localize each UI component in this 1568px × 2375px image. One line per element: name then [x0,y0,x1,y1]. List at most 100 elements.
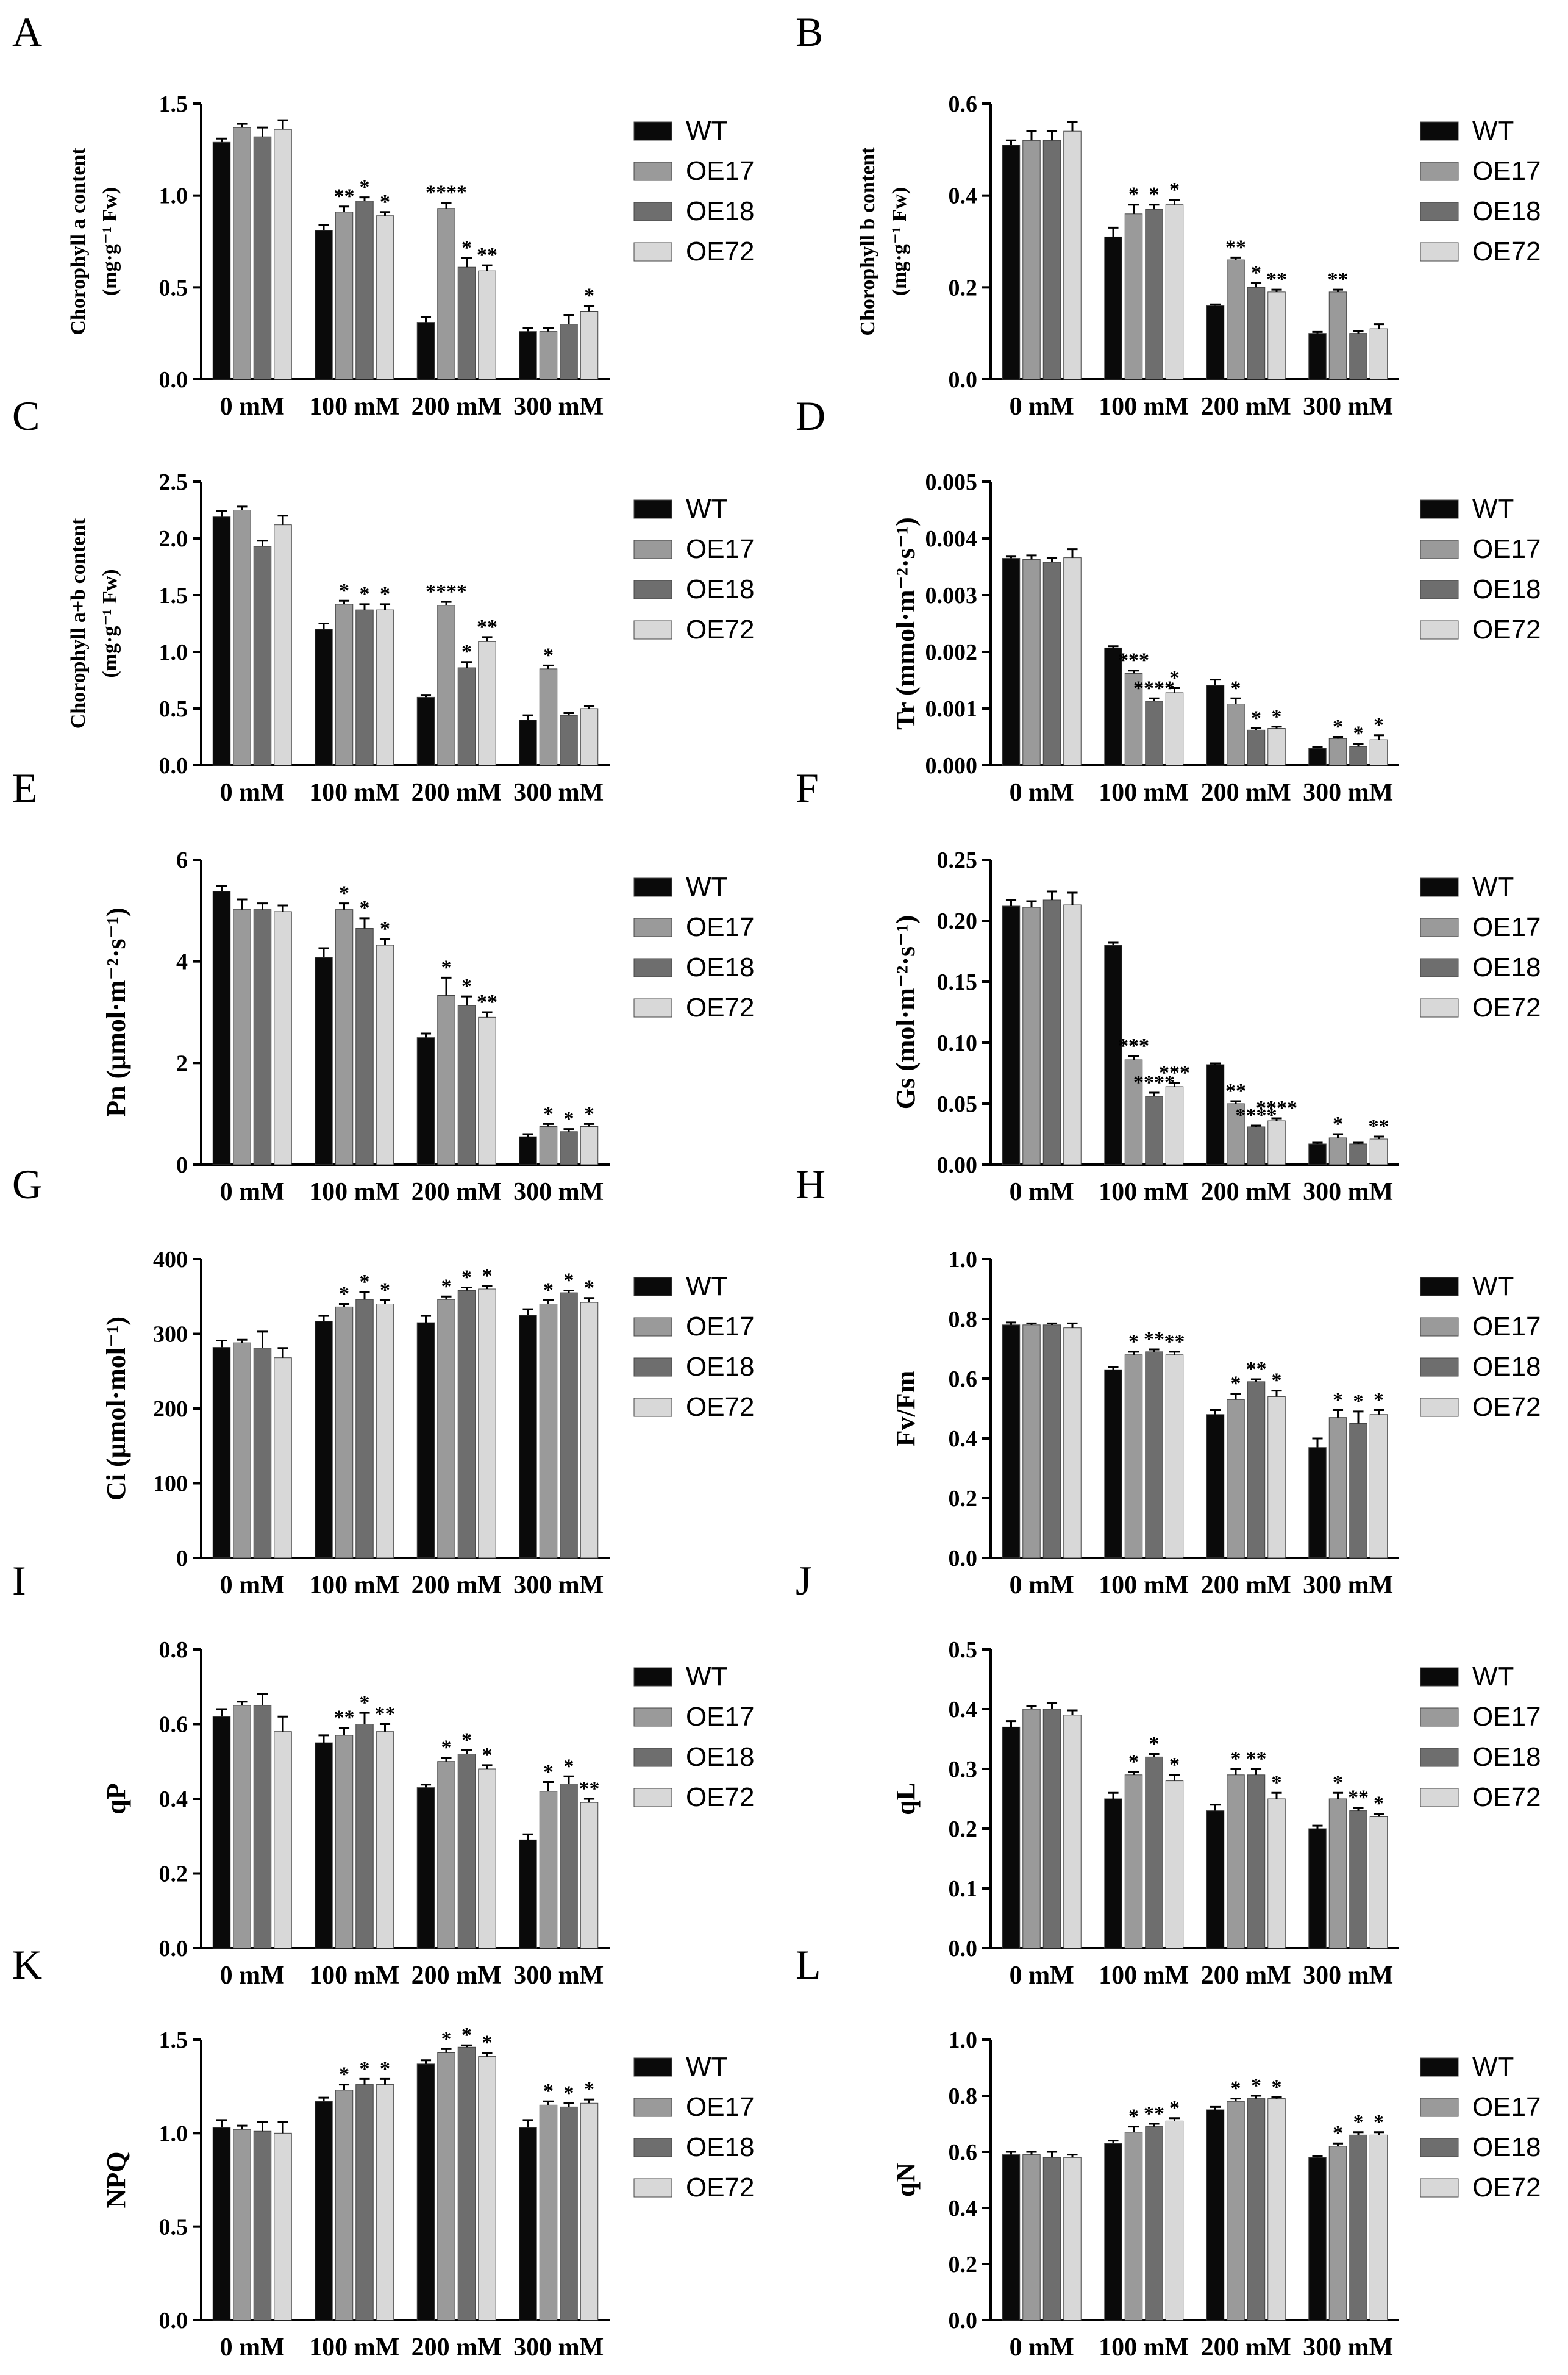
y-tick-label: 0 [176,1152,188,1178]
bar-oe17 [1328,738,1347,766]
bar-oe18 [1042,140,1061,380]
bar-wt [1104,945,1122,1165]
y-tick-label: 100 [153,1471,188,1497]
x-category-label: 300 mM [1303,1571,1393,1599]
legend-label-oe17: OE17 [1472,2092,1541,2122]
bar-oe17 [539,1126,558,1165]
y-axis-label: Pn (μmol·m⁻²·s⁻¹) [101,907,131,1116]
panel-letter: F [796,765,819,811]
significance-mark: **** [426,182,467,204]
legend-swatch-oe18 [1420,958,1459,977]
significance-mark: * [380,2057,390,2080]
bar-oe18 [355,609,374,766]
y-tick-label: 0.6 [949,2140,978,2165]
legend-label-oe18: OE18 [686,952,755,982]
legend-label-oe18: OE18 [686,1352,755,1382]
legend-swatch-wt [1420,121,1459,141]
y-tick-label: 1.5 [159,91,188,117]
legend-label-oe72: OE72 [1472,2173,1541,2202]
legend-label-oe18: OE18 [686,196,755,226]
bar-oe17 [1022,140,1041,380]
legend-swatch-wt [633,2057,672,2077]
panel-letter: J [796,1557,811,1604]
bar-oe18 [1042,1709,1061,1949]
bar-wt [315,629,333,766]
significance-mark: * [482,1744,493,1766]
x-category-label: 100 mM [309,1178,399,1206]
bar-oe17 [437,208,455,380]
significance-mark: * [380,583,390,605]
panel-letter: A [12,9,42,55]
bar-wt [416,322,435,380]
bar-oe18 [1349,2134,1367,2321]
significance-mark: * [441,956,452,979]
bar-oe72 [580,1302,599,1559]
bar-wt [212,891,231,1165]
legend-label-oe17: OE17 [1472,534,1541,564]
x-category-label: 100 mM [1099,2334,1189,2362]
significance-mark: ** [1328,268,1349,291]
significance-mark: * [1128,2105,1139,2128]
y-tick-label: 0.1 [949,1876,978,1902]
bar-oe18 [253,136,272,380]
significance-mark: * [543,1279,554,1301]
bar-oe17 [1328,2146,1347,2321]
y-axis-label: Chorophyll a content [67,148,90,335]
significance-mark: * [1169,2097,1180,2120]
bar-wt [1104,1798,1122,1949]
panel-letter: B [796,9,823,55]
bar-oe17 [437,1761,455,1949]
legend-label-oe18: OE18 [1472,574,1541,604]
bar-oe72 [274,1731,292,1949]
significance-mark: * [339,882,349,905]
legend-label-wt: WT [1472,872,1514,902]
y-tick-label: 1.0 [949,2027,978,2053]
bar-oe18 [355,201,374,380]
x-category-label: 200 mM [412,1962,502,1990]
y-tick-label: 1.0 [159,184,188,209]
legend-swatch-wt [1420,1277,1459,1296]
x-category-label: 0 mM [220,393,285,421]
bar-wt [1206,1810,1225,1949]
significance-mark: * [360,2057,370,2080]
legend-label-oe18: OE18 [686,574,755,604]
legend-swatch-wt [1420,499,1459,519]
significance-mark: * [339,579,349,602]
bar-wt [1002,145,1021,380]
y-tick-label: 1.0 [159,2121,188,2146]
bar-oe72 [376,2084,394,2321]
legend-swatch-oe18 [633,958,672,977]
significance-mark: * [1333,2122,1343,2145]
significance-mark: * [584,1102,594,1125]
legend-swatch-wt [1420,2057,1459,2077]
x-category-label: 200 mM [412,2334,502,2362]
bar-oe17 [1124,1354,1143,1559]
significance-mark: * [564,1108,574,1130]
bar-oe18 [560,2106,578,2321]
legend-swatch-oe17 [1420,2098,1459,2117]
significance-mark: * [1128,184,1139,206]
bar-oe18 [1349,1143,1367,1165]
x-category-label: 300 mM [1303,1962,1393,1990]
panel-letter: C [12,393,40,439]
bar-wt [212,141,231,380]
bar-oe72 [376,215,394,380]
legend-swatch-oe18 [633,2138,672,2157]
bar-oe72 [580,311,599,380]
x-category-label: 100 mM [1099,1962,1189,1990]
bar-wt [416,1322,435,1559]
significance-mark: * [1128,1330,1139,1353]
bar-oe72 [1165,1354,1184,1559]
bar-oe17 [335,909,354,1165]
significance-mark: ** [1225,1080,1246,1102]
bar-wt [1308,2157,1327,2321]
x-category-label: 200 mM [1201,1178,1291,1206]
legend-swatch-wt [633,1667,672,1687]
legend-swatch-oe18 [1420,580,1459,599]
legend-swatch-oe18 [633,1748,672,1767]
bar-oe72 [478,2056,496,2321]
y-tick-label: 0.0 [159,1936,188,1962]
x-category-label: 100 mM [309,2334,399,2362]
